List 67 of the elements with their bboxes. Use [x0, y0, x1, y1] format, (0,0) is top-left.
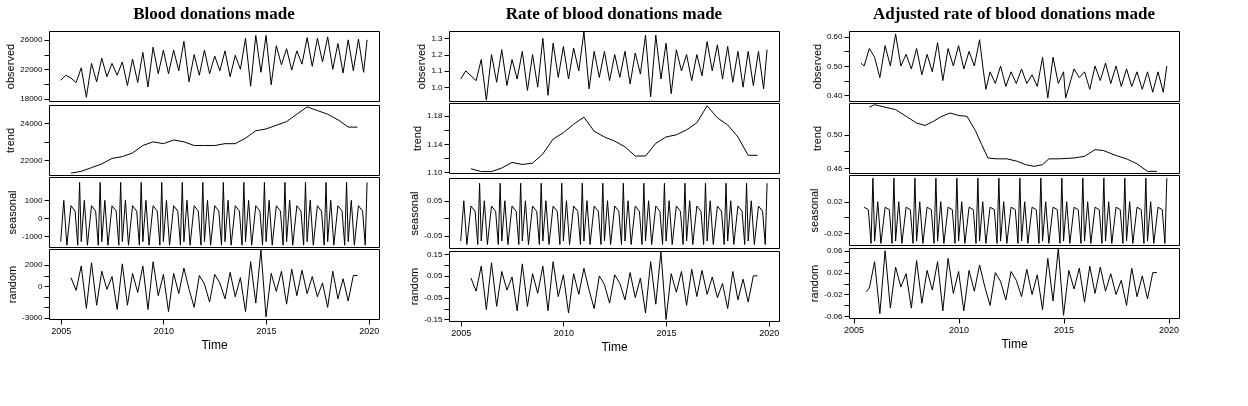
y-tick-label: 0.05	[426, 271, 444, 281]
y-tick-label: -0.15	[424, 314, 444, 324]
y-tick-label: -0.02	[824, 228, 844, 238]
y-tick-label: 0.50	[826, 130, 844, 140]
y-axis-title: random	[408, 267, 421, 306]
x-tick-label: 2005	[451, 327, 472, 338]
y-axis-title: trend	[810, 125, 823, 152]
y-axis-title: observed	[415, 43, 428, 90]
y-tick-label: 0.02	[826, 197, 844, 207]
y-tick-label: 26000	[20, 35, 44, 45]
y-axis-title: seasonal	[808, 188, 821, 233]
chart-title: Blood donations made	[133, 4, 296, 23]
y-axis-title: random	[6, 265, 19, 304]
x-tick-label: 2015	[656, 327, 677, 338]
y-axis-title: random	[808, 264, 821, 303]
y-axis-title: observed	[4, 43, 17, 90]
x-tick-label: 2010	[949, 324, 970, 335]
y-tick-label: 0.40	[826, 90, 844, 100]
x-tick-label: 2020	[1158, 324, 1180, 335]
y-axis-title: trend	[4, 127, 17, 154]
y-tick-label: 0.06	[826, 246, 844, 256]
x-tick-label: 2015	[1054, 324, 1075, 335]
y-tick-label: 22000	[20, 64, 44, 74]
y-axis-title: observed	[810, 43, 823, 90]
y-tick-label: 24000	[20, 118, 44, 128]
chart-title: Rate of blood donations made	[505, 4, 723, 23]
line-series	[460, 182, 768, 245]
y-tick-label: 1.0	[431, 82, 444, 92]
y-tick-label: 0.50	[826, 61, 844, 71]
y-tick-label: 0.60	[826, 32, 844, 42]
chart-title: Adjusted rate of blood donations made	[873, 4, 1156, 23]
x-tick-label: 2010	[553, 327, 574, 338]
y-tick-label: 0	[38, 281, 44, 291]
y-tick-label: 0.02	[826, 268, 844, 278]
y-tick-label: 0.15	[426, 249, 444, 259]
y-tick-label: 1.10	[426, 167, 444, 177]
y-tick-label: -0.02	[824, 289, 844, 299]
y-tick-label: 1.2	[431, 50, 444, 60]
y-tick-label: -0.06	[824, 311, 844, 321]
y-tick-label: 1000	[24, 195, 44, 205]
y-axis-title: trend	[410, 125, 423, 152]
x-tick-label: 2005	[51, 325, 72, 336]
y-tick-label: 1.3	[431, 33, 444, 43]
x-tick-label: 2010	[153, 325, 174, 336]
y-axis-title: seasonal	[408, 191, 421, 236]
y-tick-label: 1.1	[431, 66, 444, 76]
x-tick-label: 2020	[359, 325, 380, 336]
y-tick-label: 22000	[20, 155, 44, 165]
y-tick-label: -0.05	[424, 231, 444, 241]
y-tick-label: -3000	[22, 313, 44, 323]
y-tick-label: -1000	[22, 231, 44, 241]
x-axis-title: Time	[601, 339, 628, 354]
y-tick-label: 18000	[20, 94, 44, 104]
y-tick-label: 2000	[24, 260, 44, 270]
line-series	[60, 34, 368, 98]
x-axis-title: Time	[1001, 336, 1028, 351]
x-tick-label: 2020	[759, 327, 780, 338]
x-tick-label: 2015	[256, 325, 277, 336]
y-tick-label: 0.05	[426, 196, 444, 206]
x-axis-title: Time	[201, 337, 228, 352]
y-axis-title: seasonal	[6, 190, 19, 235]
y-tick-label: -0.05	[424, 293, 444, 303]
x-tick-label: 2005	[844, 324, 865, 335]
y-tick-label: 1.18	[426, 111, 444, 121]
y-tick-label: 0.46	[826, 163, 844, 173]
y-tick-label: 1.14	[426, 139, 444, 149]
y-tick-label: 0	[38, 213, 44, 223]
